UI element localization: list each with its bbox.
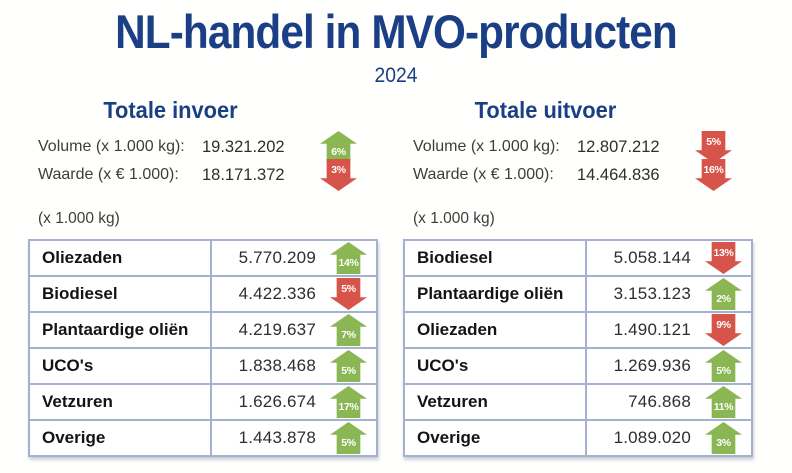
change-arrow-badge: 6% bbox=[320, 131, 357, 163]
table-row: Oliezaden 5.770.209 14% bbox=[27, 239, 378, 277]
stat-label: Waarde (x € 1.000): bbox=[413, 166, 554, 183]
table-row: Overige 1.443.878 5% bbox=[27, 419, 378, 457]
product-value: 1.089.020 bbox=[613, 428, 691, 447]
stat-row-volume: Volume (x 1.000 kg): 12.807.212 5% bbox=[413, 131, 753, 163]
product-name: Biodiesel bbox=[27, 275, 213, 313]
change-percent: 11% bbox=[713, 400, 734, 413]
table-row: Oliezaden 1.490.121 9% bbox=[402, 311, 753, 349]
change-arrow-badge: 5% bbox=[330, 422, 367, 454]
change-arrow-badge: 2% bbox=[705, 278, 742, 310]
unit-note: (x 1.000 kg) bbox=[413, 210, 495, 227]
change-percent: 5% bbox=[706, 135, 721, 148]
invoer-stats: Volume (x 1.000 kg): 19.321.202 6% Waard… bbox=[28, 131, 378, 191]
change-percent: 16% bbox=[703, 163, 724, 176]
invoer-table: Oliezaden 5.770.209 14% Biodiesel 4.422.3… bbox=[27, 239, 378, 457]
change-percent: 14% bbox=[338, 256, 359, 269]
change-arrow-badge: 3% bbox=[320, 159, 357, 191]
table-row: Plantaardige oliën 3.153.123 2% bbox=[402, 275, 753, 313]
change-arrow-badge: 7% bbox=[330, 314, 367, 346]
uitvoer-stats: Volume (x 1.000 kg): 12.807.212 5% Waard… bbox=[403, 131, 753, 191]
stat-row-waarde: Waarde (x € 1.000): 18.171.372 3% bbox=[38, 159, 378, 191]
change-percent: 13% bbox=[713, 246, 734, 259]
product-name: Plantaardige oliën bbox=[27, 311, 213, 349]
change-arrow-badge: 3% bbox=[705, 422, 742, 454]
product-name: UCO's bbox=[402, 347, 588, 385]
change-percent: 5% bbox=[341, 364, 356, 377]
product-name: Plantaardige oliën bbox=[402, 275, 588, 313]
stat-label: Volume (x 1.000 kg): bbox=[413, 138, 560, 155]
change-percent: 3% bbox=[331, 163, 346, 176]
change-arrow-badge: 5% bbox=[330, 350, 367, 382]
uitvoer-table: Biodiesel 5.058.144 13% Plantaardige olië… bbox=[402, 239, 753, 457]
table-row: UCO's 1.269.936 5% bbox=[402, 347, 753, 385]
product-value: 1.838.468 bbox=[238, 356, 316, 375]
change-percent: 17% bbox=[338, 400, 359, 413]
stat-row-waarde: Waarde (x € 1.000): 14.464.836 16% bbox=[413, 159, 753, 191]
stat-value: 19.321.202 bbox=[202, 137, 285, 156]
product-name: Vetzuren bbox=[27, 383, 213, 421]
change-arrow-badge: 5% bbox=[695, 131, 732, 163]
change-percent: 5% bbox=[716, 364, 731, 377]
product-value: 3.153.123 bbox=[613, 284, 691, 303]
page-title: NL-handel in MVO-producten bbox=[115, 5, 678, 58]
change-arrow-badge: 13% bbox=[705, 242, 742, 274]
change-arrow-badge: 14% bbox=[330, 242, 367, 274]
change-arrow-badge: 17% bbox=[330, 386, 367, 418]
change-arrow-badge: 5% bbox=[330, 278, 367, 310]
change-percent: 9% bbox=[716, 318, 731, 331]
table-row: Overige 1.089.020 3% bbox=[402, 419, 753, 457]
stat-value: 18.171.372 bbox=[202, 165, 285, 184]
uitvoer-section: Totale uitvoer Volume (x 1.000 kg): 12.8… bbox=[402, 96, 753, 457]
stat-value: 14.464.836 bbox=[577, 165, 660, 184]
stat-row-volume: Volume (x 1.000 kg): 19.321.202 6% bbox=[38, 131, 378, 163]
product-name: Oliezaden bbox=[27, 239, 213, 277]
unit-note: (x 1.000 kg) bbox=[38, 210, 120, 227]
change-arrow-badge: 5% bbox=[705, 350, 742, 382]
product-value: 746.868 bbox=[628, 392, 691, 411]
uitvoer-heading: Totale uitvoer bbox=[474, 97, 617, 123]
stat-label: Volume (x 1.000 kg): bbox=[38, 138, 185, 155]
table-row: UCO's 1.838.468 5% bbox=[27, 347, 378, 385]
change-percent: 5% bbox=[341, 282, 356, 295]
change-percent: 3% bbox=[716, 436, 731, 449]
product-value: 5.770.209 bbox=[238, 248, 316, 267]
table-row: Vetzuren 746.868 11% bbox=[402, 383, 753, 421]
page-subtitle: 2024 bbox=[374, 64, 418, 87]
product-name: Overige bbox=[402, 419, 588, 457]
stat-label: Waarde (x € 1.000): bbox=[38, 166, 179, 183]
product-value: 1.490.121 bbox=[613, 320, 691, 339]
change-arrow-badge: 9% bbox=[705, 314, 742, 346]
change-percent: 6% bbox=[331, 145, 346, 158]
product-value: 5.058.144 bbox=[613, 248, 691, 267]
change-arrow-badge: 16% bbox=[695, 159, 732, 191]
product-value: 1.626.674 bbox=[238, 392, 316, 411]
product-value: 1.443.878 bbox=[238, 428, 316, 447]
table-row: Plantaardige oliën 4.219.637 7% bbox=[27, 311, 378, 349]
stat-value: 12.807.212 bbox=[577, 137, 660, 156]
product-name: Biodiesel bbox=[402, 239, 588, 277]
product-name: Oliezaden bbox=[402, 311, 588, 349]
product-name: UCO's bbox=[27, 347, 213, 385]
change-percent: 2% bbox=[716, 292, 731, 305]
invoer-heading: Totale invoer bbox=[103, 97, 238, 123]
product-value: 4.422.336 bbox=[238, 284, 316, 303]
table-row: Biodiesel 5.058.144 13% bbox=[402, 239, 753, 277]
product-name: Vetzuren bbox=[402, 383, 588, 421]
change-percent: 7% bbox=[341, 328, 356, 341]
change-percent: 5% bbox=[341, 436, 356, 449]
table-row: Vetzuren 1.626.674 17% bbox=[27, 383, 378, 421]
product-name: Overige bbox=[27, 419, 213, 457]
invoer-section: Totale invoer Volume (x 1.000 kg): 19.32… bbox=[27, 96, 378, 457]
table-row: Biodiesel 4.422.336 5% bbox=[27, 275, 378, 313]
product-value: 1.269.936 bbox=[613, 356, 691, 375]
change-arrow-badge: 11% bbox=[705, 386, 742, 418]
product-value: 4.219.637 bbox=[238, 320, 316, 339]
